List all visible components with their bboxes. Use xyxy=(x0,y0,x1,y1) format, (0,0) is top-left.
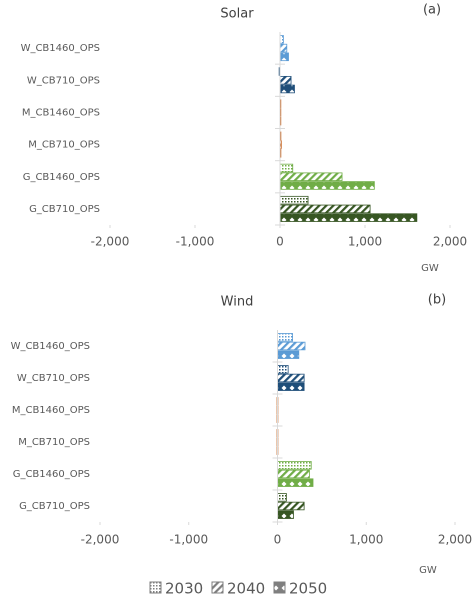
x-tick-label: -1,000 xyxy=(169,533,208,547)
category-label: M_CB710_OPS xyxy=(28,140,100,151)
bar xyxy=(277,510,294,519)
x-tick-label: 1,000 xyxy=(349,533,383,547)
bar xyxy=(277,341,306,351)
legend-swatch xyxy=(211,581,224,594)
category-label: W_CB1460_OPS xyxy=(21,43,100,54)
category-label: G_CB710_OPS xyxy=(19,501,90,512)
category-label: M_CB1460_OPS xyxy=(12,405,90,416)
category-label: W_CB710_OPS xyxy=(17,373,90,384)
chart-title: Wind xyxy=(221,295,254,310)
bar xyxy=(279,35,284,44)
bar xyxy=(277,333,293,342)
x-tick-label: 2,000 xyxy=(438,533,472,547)
category-label: G_CB1460_OPS xyxy=(23,172,100,183)
bar xyxy=(277,469,310,479)
x-tick-label: 0 xyxy=(276,235,284,249)
x-tick-label: -2,000 xyxy=(81,533,120,547)
legend-swatch xyxy=(273,581,286,594)
x-tick-label: -1,000 xyxy=(176,235,215,249)
legend-label: 2050 xyxy=(289,580,327,598)
bar xyxy=(279,163,294,173)
x-axis-label: GW xyxy=(419,565,437,576)
bar xyxy=(279,195,309,205)
panel-label: (b) xyxy=(428,293,446,308)
bar xyxy=(277,382,305,391)
bar xyxy=(279,52,289,62)
x-tick-label: 0 xyxy=(274,533,282,547)
legend-label: 2040 xyxy=(227,580,265,598)
bar xyxy=(279,75,292,85)
bar xyxy=(279,172,343,182)
category-label: G_CB710_OPS xyxy=(29,204,100,215)
legend-swatch xyxy=(149,581,162,594)
chart-title: Solar xyxy=(220,7,254,22)
category-label: W_CB710_OPS xyxy=(27,75,100,86)
bar xyxy=(279,84,295,94)
category-label: M_CB710_OPS xyxy=(18,437,90,448)
x-tick-label: -2,000 xyxy=(91,235,130,249)
bar xyxy=(277,373,305,383)
category-label: W_CB1460_OPS xyxy=(11,341,90,352)
category-label: M_CB1460_OPS xyxy=(22,107,100,118)
bar xyxy=(279,204,371,214)
bar xyxy=(279,181,375,190)
bar xyxy=(279,43,288,53)
legend-label: 2030 xyxy=(165,580,203,598)
x-tick-label: 1,000 xyxy=(348,235,382,249)
x-tick-label: 2,000 xyxy=(433,235,467,249)
bar xyxy=(277,501,305,511)
bar xyxy=(277,478,314,487)
bar xyxy=(277,365,289,374)
x-axis-label: GW xyxy=(421,263,439,274)
category-label: G_CB1460_OPS xyxy=(13,469,90,480)
bar xyxy=(279,213,418,222)
bar xyxy=(277,493,287,502)
bar xyxy=(277,461,312,470)
bar xyxy=(277,350,300,359)
panel-label: (a) xyxy=(423,3,441,18)
